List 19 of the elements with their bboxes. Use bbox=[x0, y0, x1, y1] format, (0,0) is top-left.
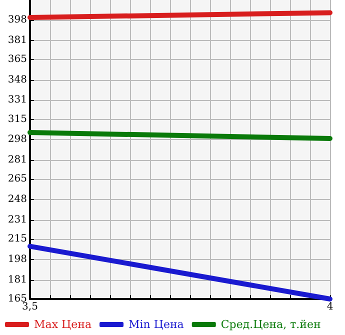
y-tick-label: 381 bbox=[8, 34, 27, 46]
y-tick-label: 315 bbox=[8, 114, 27, 125]
legend-label: Min Цена bbox=[128, 318, 184, 331]
y-tick-label: 198 bbox=[8, 254, 27, 265]
x-tick-label: 4 bbox=[326, 302, 334, 312]
y-tick-label: 348 bbox=[8, 74, 27, 86]
x-tick-label: 3,5 bbox=[22, 302, 38, 312]
y-tick-label: 265 bbox=[8, 174, 27, 185]
y-tick-label: 215 bbox=[8, 234, 27, 245]
y-tick-label: 231 bbox=[8, 214, 27, 226]
y-tick-label: 365 bbox=[8, 54, 27, 65]
y-tick-label: 281 bbox=[8, 154, 27, 166]
y-tick-label: 248 bbox=[8, 194, 27, 206]
legend-label: Max Цена bbox=[34, 318, 92, 331]
y-tick-label: 181 bbox=[8, 274, 27, 286]
y-tick-label: 398 bbox=[8, 14, 27, 26]
y-tick-label: 298 bbox=[8, 134, 27, 146]
legend-label: Сред.Цена, т.йен bbox=[220, 318, 321, 331]
y-tick-label: 331 bbox=[8, 94, 27, 106]
